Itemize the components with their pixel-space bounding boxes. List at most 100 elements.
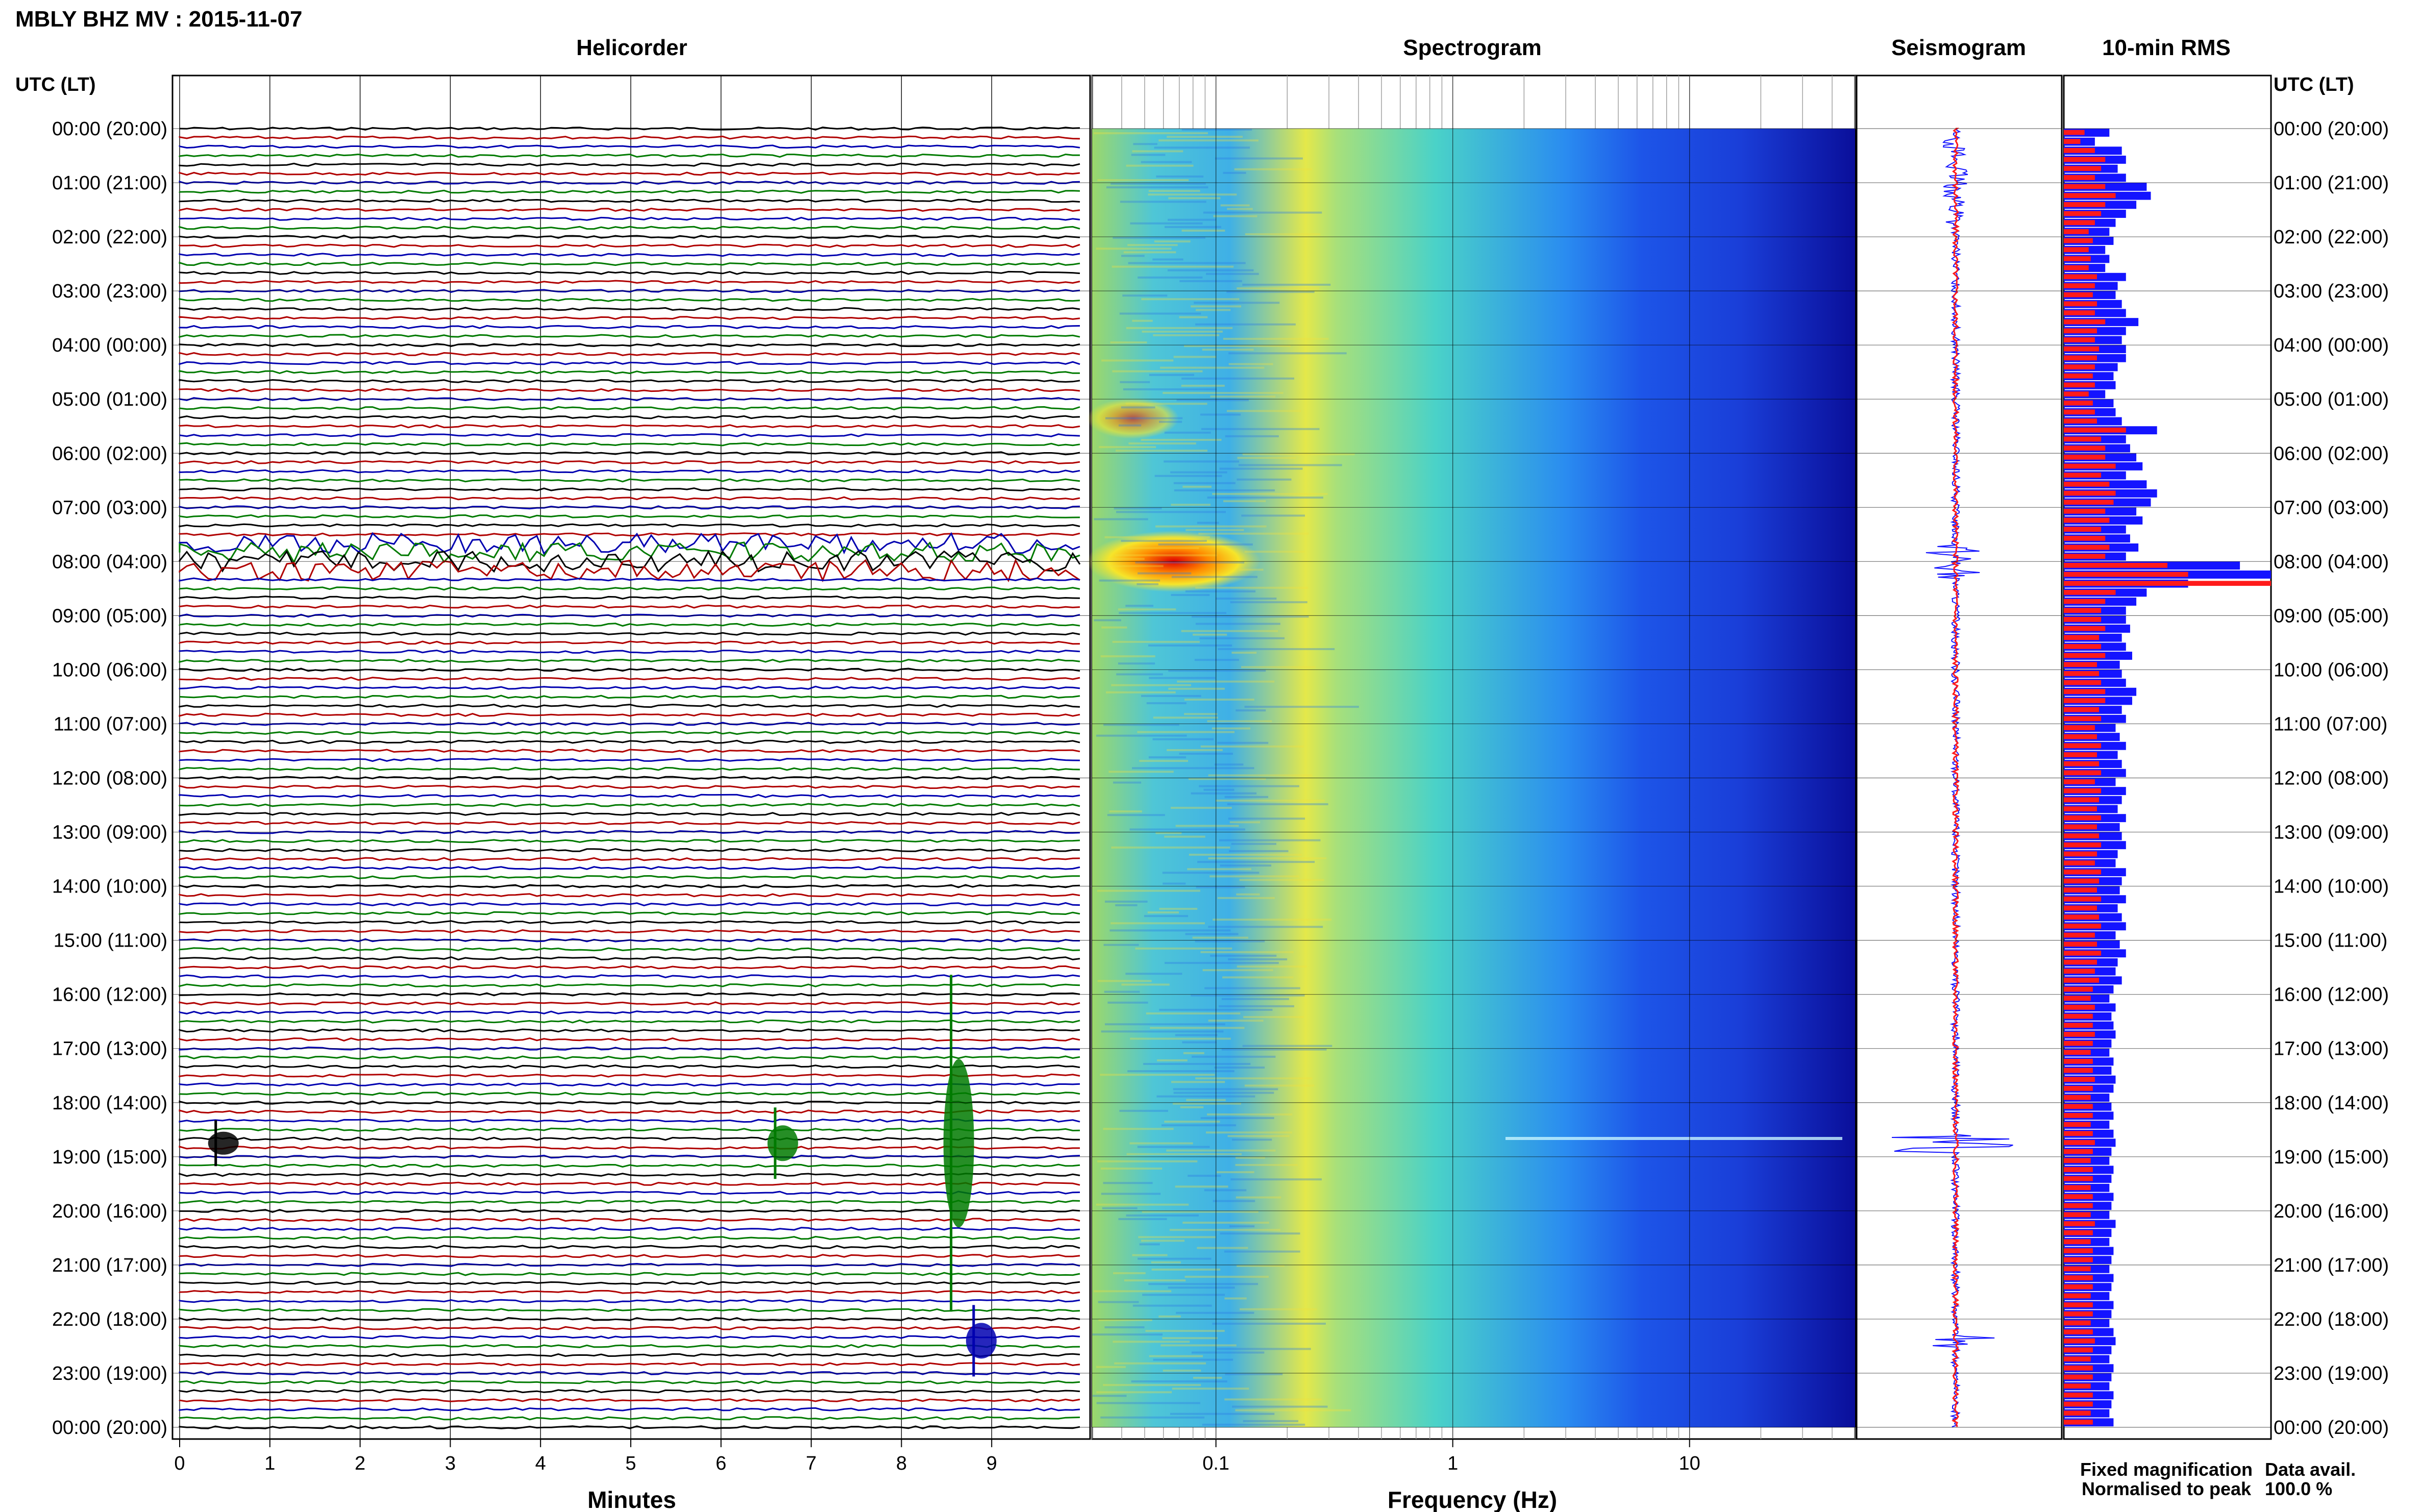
rms-bar-normalised bbox=[2064, 770, 2102, 776]
spectrogram-texture bbox=[1092, 129, 1359, 1426]
spectrogram-streak bbox=[1184, 698, 1254, 701]
spectrogram-streak bbox=[1216, 598, 1277, 600]
helicorder-trace bbox=[179, 1136, 1080, 1141]
helicorder-trace bbox=[179, 1191, 1080, 1195]
helicorder-trace bbox=[179, 532, 1080, 537]
spectrogram-streak bbox=[1210, 395, 1276, 398]
time-label-right: 15:00 (11:00) bbox=[2274, 930, 2387, 952]
spectrogram-streak bbox=[1096, 247, 1172, 250]
spectrogram-streak bbox=[1101, 1193, 1161, 1195]
spectrogram-streak bbox=[1200, 951, 1294, 953]
helicorder-trace bbox=[179, 577, 1080, 582]
time-label-right: 09:00 (05:00) bbox=[2274, 605, 2389, 627]
time-label-right: 21:00 (17:00) bbox=[2274, 1255, 2389, 1276]
rms-bar-normalised bbox=[2064, 986, 2093, 992]
spectrogram-streak bbox=[1148, 190, 1200, 192]
spectrogram-streak bbox=[1173, 356, 1217, 358]
helicorder-trace bbox=[179, 523, 1080, 528]
rms-bar-normalised bbox=[2064, 725, 2095, 730]
spectrogram-streak bbox=[1174, 489, 1275, 491]
figure-title: MBLY BHZ MV : 2015-11-07 bbox=[15, 7, 302, 32]
legend-fixed-magnification: Fixed magnification bbox=[2080, 1459, 2253, 1480]
time-label-left: 07:00 (03:00) bbox=[52, 497, 167, 518]
spectrogram-streak bbox=[1159, 908, 1198, 910]
spectrogram-event-05h bbox=[1087, 398, 1179, 439]
spectrogram-streak bbox=[1236, 1196, 1281, 1199]
rms-bar-normalised bbox=[2064, 581, 2271, 586]
rms-bar-normalised bbox=[2064, 959, 2097, 965]
helicorder-trace bbox=[179, 650, 1080, 654]
rms-bar-normalised bbox=[2064, 905, 2097, 911]
spectrogram-streak bbox=[1207, 1113, 1293, 1116]
rms-bar-normalised bbox=[2064, 1401, 2093, 1407]
spectrogram-streak bbox=[1195, 1077, 1313, 1080]
helicorder-trace bbox=[179, 162, 1080, 167]
helicorder-trace bbox=[179, 1398, 1080, 1403]
spectrogram-streak bbox=[1195, 309, 1231, 311]
spectrogram-streak bbox=[1181, 377, 1295, 380]
rms-bar-normalised bbox=[2064, 977, 2100, 983]
rms-bar-normalised bbox=[2064, 1077, 2095, 1082]
spectrogram-streak bbox=[1173, 1088, 1278, 1090]
rms-bar-normalised bbox=[2064, 878, 2100, 884]
spectrogram-streak bbox=[1181, 229, 1225, 232]
rms-bar-normalised bbox=[2064, 815, 2102, 821]
rms-bar-normalised bbox=[2064, 1004, 2095, 1010]
spectrogram-streak bbox=[1175, 1185, 1228, 1188]
rms-bar-normalised bbox=[2064, 1302, 2093, 1307]
rms-bar-normalised bbox=[2064, 238, 2093, 243]
rms-bar-normalised bbox=[2064, 1050, 2091, 1055]
rms-bar-normalised bbox=[2064, 535, 2106, 541]
rms-bar-normalised bbox=[2064, 779, 2095, 784]
helicorder-trace bbox=[179, 1064, 1080, 1069]
spectrogram-streak bbox=[1096, 1391, 1172, 1394]
rms-bar-normalised bbox=[2064, 1131, 2093, 1136]
rms-bar-normalised bbox=[2064, 328, 2097, 334]
time-label-right: 10:00 (06:00) bbox=[2274, 659, 2389, 681]
spectrogram-streak bbox=[1238, 464, 1342, 466]
rms-bar-normalised bbox=[2064, 941, 2097, 947]
helicorder-trace bbox=[179, 758, 1080, 762]
rms-bar-normalised bbox=[2064, 409, 2095, 415]
spectrogram-streak bbox=[1131, 1380, 1227, 1383]
rms-bar-normalised bbox=[2064, 1410, 2091, 1416]
spectrogram-streak bbox=[1158, 420, 1182, 423]
spectrogram-streak bbox=[1162, 1337, 1218, 1340]
rms-bar-normalised bbox=[2064, 1122, 2091, 1127]
rms-bar-normalised bbox=[2064, 382, 2095, 388]
helicorder-trace bbox=[179, 776, 1080, 780]
helicorder-gridlines bbox=[179, 76, 992, 1439]
spectrogram-streak bbox=[1109, 810, 1142, 813]
helicorder-trace bbox=[179, 280, 1080, 284]
rms-bar-normalised bbox=[2064, 283, 2095, 288]
spectrogram-streak bbox=[1150, 1027, 1245, 1029]
spectrogram-streak bbox=[1152, 738, 1214, 740]
spectrogram-streak bbox=[1228, 958, 1288, 960]
spectrogram-streak bbox=[1220, 1232, 1300, 1235]
rms-bar-normalised bbox=[2064, 1356, 2091, 1361]
spectrogram-streak bbox=[1132, 1304, 1212, 1307]
spectrogram-streak bbox=[1130, 1037, 1231, 1040]
spectrogram-streak bbox=[1225, 435, 1279, 437]
minute-tick-label: 3 bbox=[445, 1453, 456, 1474]
spectrogram-streak bbox=[1142, 330, 1223, 333]
spectrogram-streak bbox=[1112, 370, 1203, 373]
helicorder-event bbox=[966, 1323, 997, 1359]
spectrogram-streak bbox=[1121, 255, 1145, 257]
rms-bar-normalised bbox=[2064, 1176, 2093, 1181]
rms-bar-normalised bbox=[2064, 572, 2188, 577]
spectrogram-streak bbox=[1221, 998, 1289, 1000]
rms-bar-normalised bbox=[2064, 1212, 2091, 1218]
helicorder-trace bbox=[179, 685, 1080, 690]
helicorder-trace bbox=[179, 983, 1080, 987]
rms-bar-normalised bbox=[2064, 346, 2100, 352]
helicorder-trace bbox=[179, 1245, 1080, 1249]
helicorder-trace bbox=[179, 1299, 1080, 1303]
spectrogram-streak bbox=[1237, 1265, 1285, 1267]
spectrogram-streak bbox=[1166, 1149, 1276, 1152]
spectrogram-streak bbox=[1096, 1366, 1126, 1368]
spectrogram-streak bbox=[1141, 1240, 1185, 1242]
helicorder-trace bbox=[179, 839, 1080, 844]
helicorder-trace bbox=[179, 1308, 1080, 1312]
rms-bar-normalised bbox=[2064, 463, 2116, 469]
